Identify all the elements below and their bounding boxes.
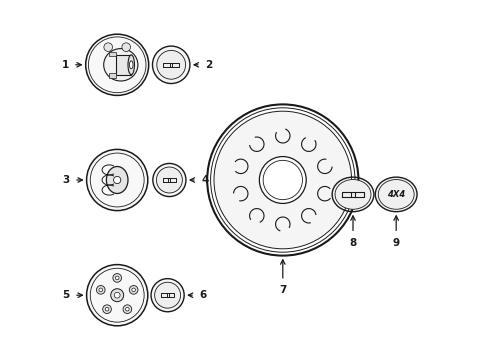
Ellipse shape xyxy=(86,34,148,95)
Circle shape xyxy=(207,104,358,256)
Ellipse shape xyxy=(129,61,133,69)
Polygon shape xyxy=(109,73,116,78)
Ellipse shape xyxy=(378,180,414,209)
Circle shape xyxy=(155,282,180,308)
Circle shape xyxy=(123,305,132,314)
Circle shape xyxy=(111,289,123,302)
Ellipse shape xyxy=(128,55,134,75)
Circle shape xyxy=(114,292,120,298)
Text: 7: 7 xyxy=(279,285,287,295)
Ellipse shape xyxy=(104,49,138,81)
Circle shape xyxy=(87,149,148,211)
Circle shape xyxy=(129,285,138,294)
Circle shape xyxy=(153,163,186,197)
Text: 2: 2 xyxy=(205,60,212,70)
Circle shape xyxy=(156,167,182,193)
Circle shape xyxy=(99,288,102,292)
Polygon shape xyxy=(116,55,131,75)
Ellipse shape xyxy=(335,180,371,209)
Circle shape xyxy=(113,274,122,282)
Circle shape xyxy=(103,305,111,314)
Circle shape xyxy=(87,265,148,326)
Text: 4: 4 xyxy=(201,175,208,185)
Circle shape xyxy=(122,43,130,51)
Text: 6: 6 xyxy=(199,290,206,300)
Ellipse shape xyxy=(375,177,417,212)
Ellipse shape xyxy=(332,177,374,212)
Text: 1: 1 xyxy=(61,60,69,70)
Text: 3: 3 xyxy=(62,175,70,185)
Circle shape xyxy=(152,46,190,84)
Circle shape xyxy=(104,43,113,51)
Circle shape xyxy=(97,285,105,294)
Text: 8: 8 xyxy=(349,238,357,248)
Text: 5: 5 xyxy=(62,290,70,300)
Text: 4X4: 4X4 xyxy=(387,190,405,199)
Circle shape xyxy=(151,279,184,312)
Circle shape xyxy=(132,288,135,292)
Circle shape xyxy=(125,307,129,311)
Circle shape xyxy=(157,50,186,79)
Circle shape xyxy=(215,112,351,248)
Text: 9: 9 xyxy=(392,238,400,248)
Polygon shape xyxy=(109,52,116,56)
Circle shape xyxy=(259,157,306,203)
Circle shape xyxy=(116,276,119,280)
Ellipse shape xyxy=(106,166,128,194)
Circle shape xyxy=(114,176,121,184)
Circle shape xyxy=(105,307,109,311)
